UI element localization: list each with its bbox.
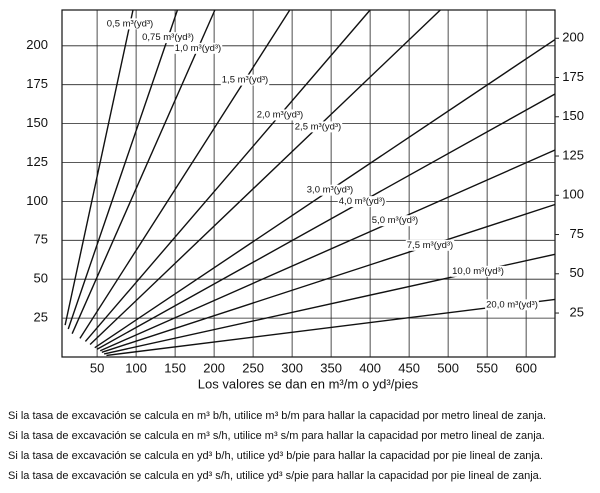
label-bg (141, 32, 195, 44)
y2-tick-label: 125 (562, 147, 584, 162)
x-tick-label: 350 (320, 360, 342, 375)
x-tick-label: 600 (515, 360, 537, 375)
note: Si la tasa de excavación se calcula en y… (8, 450, 543, 462)
label-bg (255, 109, 305, 121)
y-tick-label: 25 (34, 310, 48, 325)
note: Si la tasa de excavación se calcula en m… (8, 410, 546, 422)
series-label: 1,0 m³(yd³) (175, 43, 221, 54)
y-tick-label: 175 (26, 76, 48, 91)
series-line (67, 9, 179, 330)
y2-tick-label: 100 (562, 187, 584, 202)
x-tick-label: 200 (203, 360, 225, 375)
series-line (101, 203, 556, 353)
y-tick-label: 75 (34, 232, 48, 247)
x-tick-label: 500 (437, 360, 459, 375)
series-line (64, 9, 134, 326)
y2-tick-label: 150 (562, 108, 584, 123)
x-tick-label: 400 (359, 360, 381, 375)
y2-tick-label: 25 (570, 304, 584, 319)
y-tick-label: 200 (26, 37, 48, 52)
label-bg (173, 42, 223, 54)
series-line (99, 149, 556, 352)
series-line (106, 298, 556, 357)
label-bg (293, 121, 343, 133)
note: Si la tasa de excavación se calcula en m… (8, 430, 545, 442)
series-line (71, 9, 216, 334)
x-axis-label: Los valores se dan en m³/m o yd³/pies (198, 376, 419, 391)
y-tick-label: 150 (26, 115, 48, 130)
y2-tick-label: 200 (562, 30, 584, 45)
y2-tick-label: 75 (570, 226, 584, 241)
series-line (79, 9, 291, 339)
series-label: 4,0 m³(yd³) (339, 196, 385, 207)
y-tick-label: 100 (26, 193, 48, 208)
label-bg (370, 215, 420, 227)
series-label: 10,0 m³(yd³) (452, 266, 504, 277)
series-label: 7,5 m³(yd³) (407, 240, 453, 251)
y2-tick-label: 50 (570, 265, 584, 280)
series-line (96, 93, 556, 350)
series-label: 0,75 m³(yd³) (142, 32, 194, 43)
series-label: 2,0 m³(yd³) (257, 109, 303, 120)
series-line (84, 9, 371, 342)
x-tick-label: 50 (90, 360, 104, 375)
y-tick-label: 125 (26, 154, 48, 169)
note: Si la tasa de excavación se calcula en y… (8, 470, 542, 482)
series-line (89, 9, 441, 346)
label-bg (305, 184, 355, 196)
x-tick-label: 150 (164, 360, 186, 375)
x-tick-label: 250 (242, 360, 264, 375)
label-bg (337, 196, 387, 208)
series-label: 0,5 m³(yd³) (107, 18, 153, 29)
label-bg (485, 299, 539, 311)
label-bg (405, 239, 455, 251)
x-tick-label: 450 (398, 360, 420, 375)
label-bg (220, 74, 270, 86)
series-label: 3,0 m³(yd³) (307, 185, 353, 196)
label-bg (105, 18, 155, 30)
label-bg (451, 265, 505, 277)
x-tick-label: 300 (281, 360, 303, 375)
y2-tick-label: 175 (562, 69, 584, 84)
series-label: 5,0 m³(yd³) (372, 215, 418, 226)
x-tick-label: 550 (476, 360, 498, 375)
plot-frame (61, 9, 556, 358)
series-label: 2,5 m³(yd³) (295, 121, 341, 132)
series-label: 1,5 m³(yd³) (222, 75, 268, 86)
x-tick-label: 100 (125, 360, 147, 375)
y-tick-label: 50 (34, 271, 48, 286)
series-label: 20,0 m³(yd³) (486, 299, 538, 310)
